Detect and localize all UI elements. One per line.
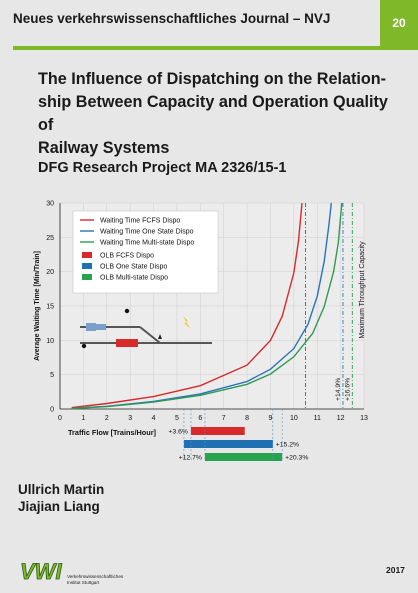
header-bar — [0, 0, 380, 46]
lightning-icon — [183, 316, 191, 329]
issue-number: 20 — [392, 16, 406, 30]
y-tick-label: 25 — [46, 235, 54, 242]
x-tick-label: 10 — [290, 415, 298, 422]
capacity-label: +16.6% — [344, 378, 351, 401]
y-tick-label: 10 — [46, 338, 54, 345]
legend-label: Waiting Time Multi-state Dispo — [100, 240, 194, 247]
series-line — [71, 202, 343, 410]
signal-icon — [158, 334, 162, 339]
series-line — [71, 202, 303, 409]
x-tick-label: 2 — [105, 415, 109, 422]
range-label: +3.6% — [168, 429, 187, 436]
range-label: +20.3% — [285, 455, 308, 462]
legend-label: OLB FCFS Dispo — [100, 253, 154, 260]
y-axis-title: Average Waiting Time [Min/Train] — [34, 251, 41, 361]
range-bar — [190, 427, 245, 435]
journal-title: Neues verkehrswissenschaftliches Journal… — [13, 11, 331, 26]
subtitle: DFG Research Project MA 2326/15-1 — [38, 160, 287, 176]
train-icon — [116, 339, 138, 347]
x-tick-label: 1 — [81, 415, 85, 422]
publisher-line: Verkehrswissenschaftliches — [67, 574, 124, 579]
legend: Waiting Time FCFS Dispo Waiting Time One … — [72, 210, 219, 294]
legend-swatch — [82, 263, 92, 269]
x-tick-label: 4 — [152, 415, 156, 422]
y-tick-label: 5 — [50, 372, 54, 379]
y-tick-label: 30 — [46, 201, 54, 208]
range-label: +12.7% — [179, 455, 202, 462]
train-icon — [86, 323, 96, 331]
title-line: The Influence of Dispatching on the Rela… — [38, 70, 387, 88]
train-icon — [96, 324, 106, 330]
signal-icon — [81, 343, 87, 349]
range-bar — [204, 453, 283, 461]
publisher-name: Verkehrswissenschaftliches Institut Stut… — [67, 574, 123, 586]
logo-mark: VWI — [20, 559, 63, 584]
legend-label: OLB Multi-state Dispo — [100, 275, 168, 282]
title-line: Railway Systems — [38, 139, 170, 157]
y-tick-label: 0 — [50, 407, 54, 414]
book-title: The Influence of Dispatching on the Rela… — [38, 68, 388, 160]
author-name: Ullrich Martin — [18, 482, 105, 497]
vwi-logo: VWI — [20, 559, 63, 584]
publisher-line: Institut Stuttgart — [67, 580, 100, 585]
x-tick-label: 12 — [337, 415, 345, 422]
x-tick-label: 7 — [222, 415, 226, 422]
range-bar — [183, 440, 273, 448]
legend-label: Waiting Time FCFS Dispo — [100, 218, 180, 225]
x-tick-label: 3 — [128, 415, 132, 422]
y-tick-label: 20 — [46, 269, 54, 276]
x-tick-label: 0 — [58, 415, 62, 422]
x-axis-title: Traffic Flow [Trains/Hour] — [68, 428, 157, 437]
authors: Ullrich Martin Jiajian Liang — [18, 481, 104, 515]
x-tick-label: 9 — [269, 415, 273, 422]
author-name: Jiajian Liang — [18, 499, 100, 514]
legend-swatch — [82, 274, 92, 280]
track-switch — [139, 326, 161, 344]
issue-number-badge: 20 — [380, 0, 418, 46]
x-tick-label: 11 — [314, 415, 321, 422]
x-tick-label: 8 — [245, 415, 249, 422]
legend-box — [72, 210, 219, 294]
capacity-label: +14.9% — [335, 378, 342, 401]
signal-icon — [124, 308, 130, 314]
max-capacity-annotation: Maximum Throughput Capacity — [359, 241, 366, 339]
x-tick-label: 6 — [198, 415, 202, 422]
publication-year: 2017 — [386, 565, 405, 575]
range-label: +15.2% — [276, 442, 299, 449]
legend-swatch — [82, 252, 92, 258]
x-tick-label: 5 — [175, 415, 179, 422]
legend-label: Waiting Time One State Dispo — [100, 229, 194, 236]
title-line: ship Between Capacity and Operation Qual… — [38, 93, 388, 134]
logo-lettering: VWI — [20, 559, 62, 584]
track-illustration — [80, 308, 212, 349]
legend-label: OLB One State Dispo — [100, 264, 167, 271]
header-rule — [13, 46, 418, 50]
y-tick-label: 15 — [46, 304, 54, 311]
x-tick-label: 13 — [360, 415, 368, 422]
